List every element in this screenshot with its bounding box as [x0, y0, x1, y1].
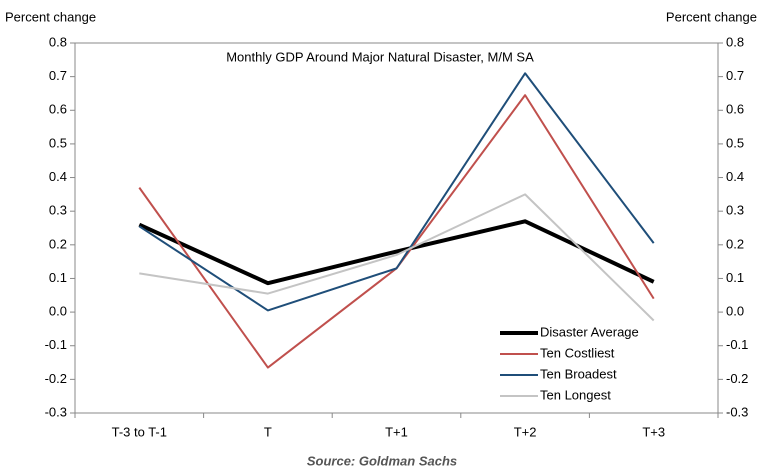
x-tick-label: T — [264, 424, 272, 439]
y-axis-label: Percent change — [5, 9, 96, 24]
x-tick-label: T-3 to T-1 — [112, 424, 167, 439]
y-tick-label: 0.0 — [49, 304, 67, 319]
y2-tick-label: -0.2 — [726, 371, 748, 386]
y2-tick-label: 0.5 — [726, 135, 744, 150]
y2-axis-label: Percent change — [666, 9, 757, 24]
x-tick-label: T+2 — [514, 424, 537, 439]
series-line — [138, 72, 655, 312]
y-tick-label: 0.2 — [49, 236, 67, 251]
y-tick-label: -0.2 — [45, 371, 67, 386]
series-line — [138, 219, 655, 286]
x-tick-label: T+3 — [642, 424, 665, 439]
series-line — [139, 193, 655, 322]
y-tick-label: 0.8 — [49, 34, 67, 49]
y2-tick-label: -0.3 — [726, 404, 748, 419]
y2-tick-label: -0.1 — [726, 337, 748, 352]
y2-tick-label: 0.8 — [726, 34, 744, 49]
y-tick-label: 0.7 — [49, 68, 67, 83]
y-tick-label: -0.1 — [45, 337, 67, 352]
y-tick-label: 0.1 — [49, 270, 67, 285]
x-tick-label: T+1 — [385, 424, 408, 439]
legend-label: Ten Broadest — [540, 366, 617, 381]
source: Source: Goldman Sachs — [307, 453, 457, 468]
legend-label: Ten Costliest — [540, 345, 615, 360]
legend-label: Ten Longest — [540, 387, 611, 402]
y2-tick-label: 0.4 — [726, 169, 744, 184]
y2-tick-label: 0.3 — [726, 203, 744, 218]
chart-title: Monthly GDP Around Major Natural Disaste… — [226, 49, 534, 64]
y-tick-label: -0.3 — [45, 404, 67, 419]
y2-tick-label: 0.6 — [726, 102, 744, 117]
legend-label: Disaster Average — [540, 324, 639, 339]
y2-tick-label: 0.2 — [726, 236, 744, 251]
y-tick-label: 0.5 — [49, 135, 67, 150]
y2-tick-label: 0.1 — [726, 270, 744, 285]
y-tick-label: 0.4 — [49, 169, 67, 184]
y-tick-label: 0.3 — [49, 203, 67, 218]
plot-frame — [74, 42, 719, 414]
y2-tick-label: 0.0 — [726, 304, 744, 319]
y2-tick-label: 0.7 — [726, 68, 744, 83]
y-tick-label: 0.6 — [49, 102, 67, 117]
